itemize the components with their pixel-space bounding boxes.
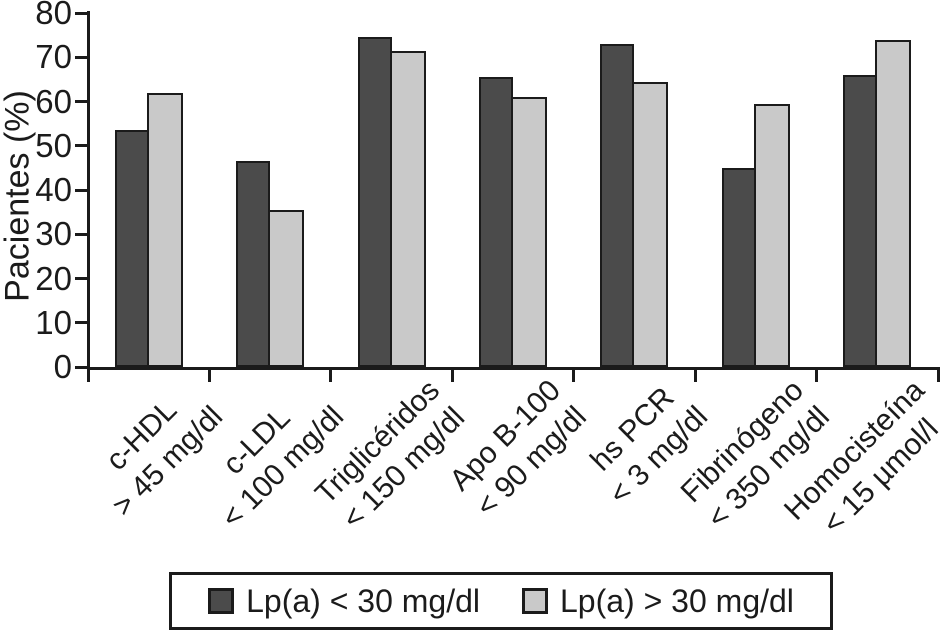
- y-tick-label: 60: [35, 82, 72, 120]
- bar-light: [875, 39, 912, 367]
- x-tick: [450, 367, 454, 382]
- x-tick: [572, 367, 576, 382]
- y-tick-label: 50: [35, 126, 72, 164]
- legend-swatch-dark: [208, 588, 235, 614]
- legend-label-lpa-low: Lp(a) < 30 mg/dl: [246, 582, 480, 619]
- x-category-label: c-LDL < 100 mg/dl: [215, 399, 351, 535]
- bar-light: [753, 103, 790, 367]
- y-tick: [75, 277, 88, 280]
- y-tick-label: 30: [35, 215, 72, 253]
- y-tick: [75, 188, 88, 192]
- y-tick-label: 80: [35, 0, 72, 31]
- y-tick: [75, 232, 88, 236]
- bar-dark: [600, 43, 635, 367]
- y-tick-label: 40: [35, 171, 72, 208]
- bar-dark: [843, 74, 878, 367]
- y-tick: [75, 321, 88, 325]
- y-tick-label: 10: [35, 303, 72, 341]
- bar-light: [511, 97, 547, 367]
- bar-dark: [357, 37, 392, 367]
- y-tick: [75, 55, 88, 59]
- x-tick: [693, 367, 697, 382]
- bar-dark: [114, 130, 149, 367]
- legend-box: Lp(a) < 30 mg/dl Lp(a) > 30 mg/dl: [169, 572, 833, 630]
- legend-label-lpa-high: Lp(a) > 30 mg/dl: [560, 582, 794, 619]
- legend-item-lpa-high: Lp(a) > 30 mg/dl: [522, 583, 794, 620]
- bar-dark: [236, 161, 271, 367]
- legend-swatch-light: [522, 588, 548, 614]
- x-category-label: Apo B-100 < 90 mg/dl: [443, 373, 593, 523]
- x-tick: [207, 367, 211, 382]
- y-tick: [75, 100, 88, 103]
- x-axis-line: [87, 367, 940, 370]
- x-tick: [815, 367, 819, 382]
- x-tick: [86, 367, 90, 382]
- y-tick-label: 70: [35, 38, 72, 76]
- y-tick: [75, 11, 88, 15]
- bar-light: [632, 81, 669, 367]
- y-tick-label: 0: [53, 348, 72, 385]
- x-category-label: Triglicéridos < 150 mg/dl: [308, 373, 471, 536]
- y-tick: [75, 365, 88, 369]
- bar-dark: [479, 77, 513, 367]
- x-tick: [329, 367, 333, 382]
- bar-light: [268, 209, 305, 367]
- y-axis-line: [87, 11, 90, 370]
- y-tick: [75, 144, 88, 148]
- bar-light: [146, 92, 183, 367]
- legend-item-lpa-low: Lp(a) < 30 mg/dl: [208, 583, 480, 620]
- x-tick: [936, 367, 940, 382]
- bar-light: [389, 50, 426, 367]
- y-tick-label: 20: [35, 259, 72, 297]
- bar-dark: [721, 167, 756, 367]
